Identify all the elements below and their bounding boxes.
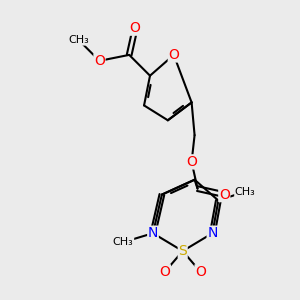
Text: N: N [148,226,158,240]
Text: O: O [94,54,105,68]
Text: O: O [219,188,230,202]
Text: O: O [168,48,179,62]
Text: CH₃: CH₃ [113,237,134,247]
Text: CH₃: CH₃ [235,187,256,196]
Text: S: S [178,244,187,258]
Text: O: O [130,21,141,35]
Text: N: N [207,226,218,240]
Text: O: O [159,265,170,279]
Text: O: O [195,265,206,279]
Text: CH₃: CH₃ [68,35,89,45]
Text: O: O [186,155,197,169]
